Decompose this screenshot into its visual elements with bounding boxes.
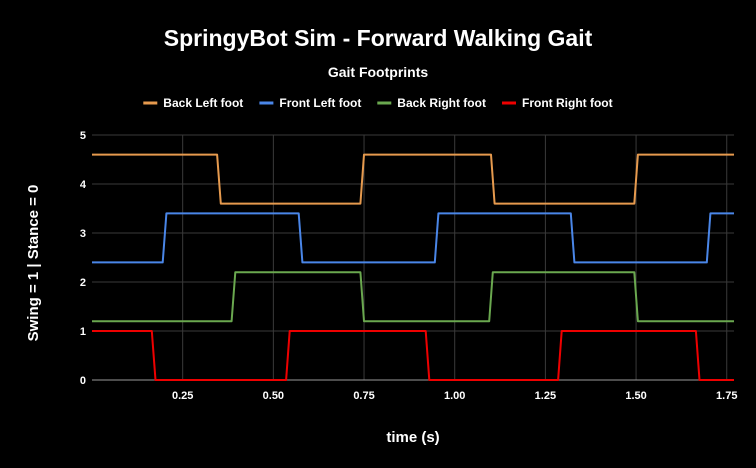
x-tick-label: 0.75 — [353, 390, 374, 402]
y-tick-label: 3 — [80, 228, 86, 240]
x-tick-label: 1.25 — [535, 390, 556, 402]
series-group — [92, 153, 734, 381]
y-tick-label: 1 — [80, 326, 86, 338]
y-axis-label: Swing = 1 | Stance = 0 — [25, 185, 42, 342]
series-line-2 — [92, 212, 734, 264]
legend-item-2: Front Left foot — [259, 96, 361, 110]
legend-label: Front Left foot — [279, 96, 361, 110]
legend-label: Front Right foot — [522, 96, 613, 110]
x-tick-label: 1.50 — [625, 390, 646, 402]
grid — [92, 134, 734, 381]
legend-item-3: Back Right foot — [377, 96, 486, 110]
legend-label: Back Right foot — [397, 96, 486, 110]
x-tick-label: 1.75 — [716, 390, 737, 402]
y-tick-label: 4 — [80, 179, 87, 191]
series-line-3 — [92, 271, 734, 323]
y-tick-label: 0 — [80, 375, 86, 387]
series-line-1 — [92, 153, 734, 205]
legend-item-1: Back Left foot — [143, 96, 243, 110]
x-tick-label: 0.25 — [172, 390, 193, 402]
legend-item-4: Front Right foot — [502, 96, 613, 110]
chart-title: SpringyBot Sim - Forward Walking Gait — [164, 25, 593, 51]
x-axis-label: time (s) — [386, 429, 439, 446]
x-tick-label: 1.00 — [444, 390, 465, 402]
y-tick-label: 2 — [80, 277, 86, 289]
x-tick-label: 0.50 — [263, 390, 284, 402]
legend-label: Back Left foot — [163, 96, 243, 110]
series-line-4 — [92, 330, 734, 381]
legend: Back Left foot Front Left foot Back Right … — [143, 96, 613, 110]
tick-labels: 0 1 2 3 4 5 0.25 0.50 0.75 1.00 1.25 1.50 1.75 — [80, 130, 738, 402]
y-tick-label: 5 — [80, 130, 86, 142]
chart-subtitle: Gait Footprints — [328, 64, 429, 80]
